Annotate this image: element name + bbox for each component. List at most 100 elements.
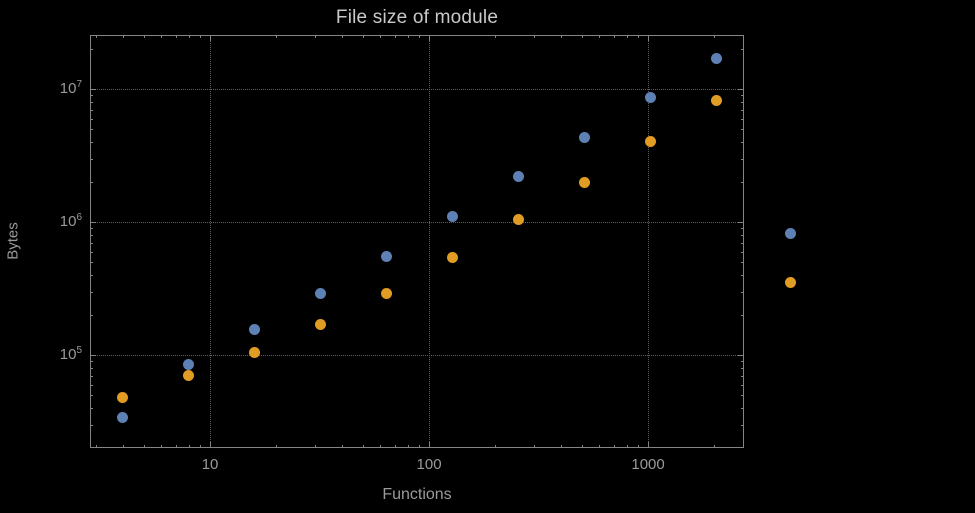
x-minor-tick: [188, 35, 190, 38]
x-minor-tick: [638, 445, 640, 448]
y-minor-tick: [90, 95, 93, 97]
y-tick-label: 107: [59, 79, 82, 98]
x-minor-tick: [395, 35, 397, 38]
y-minor-tick: [90, 228, 93, 230]
y-minor-tick: [741, 234, 744, 236]
data-point-series-2: [249, 346, 261, 358]
data-point-series-1: [784, 228, 796, 240]
x-minor-tick: [122, 445, 124, 448]
x-minor-tick: [560, 445, 562, 448]
y-minor-tick: [90, 129, 93, 131]
x-minor-tick: [494, 35, 496, 38]
x-minor-tick: [626, 35, 628, 38]
y-minor-tick: [741, 367, 744, 369]
data-point-series-1: [183, 358, 195, 370]
x-minor-tick: [582, 445, 584, 448]
data-point-series-2: [578, 176, 590, 188]
y-minor-tick: [741, 291, 744, 293]
y-gridline: [90, 222, 744, 224]
x-minor-tick: [713, 445, 715, 448]
data-point-series-2: [644, 136, 656, 148]
chart-title: File size of module: [335, 7, 499, 28]
y-minor-tick: [741, 141, 744, 143]
y-major-tick: [90, 89, 96, 91]
data-point-series-1: [710, 52, 722, 64]
x-minor-tick: [341, 445, 343, 448]
y-minor-tick: [90, 101, 93, 103]
x-gridline: [429, 35, 431, 448]
data-point-series-1: [249, 324, 261, 336]
y-tick-exponent: 6: [76, 212, 82, 224]
data-point-series-2: [447, 252, 459, 264]
y-minor-tick: [90, 274, 93, 276]
plot-frame: [90, 35, 744, 448]
x-minor-tick: [395, 445, 397, 448]
x-minor-tick: [341, 35, 343, 38]
x-minor-tick: [176, 445, 178, 448]
y-minor-tick: [90, 291, 93, 293]
y-minor-tick: [741, 251, 744, 253]
y-major-tick: [738, 222, 744, 224]
x-minor-tick: [407, 445, 409, 448]
x-minor-tick: [314, 445, 316, 448]
data-point-series-1: [117, 411, 129, 423]
y-minor-tick: [741, 158, 744, 160]
x-minor-tick: [713, 35, 715, 38]
x-minor-tick: [95, 35, 97, 38]
x-minor-tick: [599, 35, 601, 38]
y-tick-exponent: 5: [76, 345, 82, 357]
x-minor-tick: [275, 445, 277, 448]
x-major-tick: [429, 35, 431, 41]
y-tick-label: 105: [59, 345, 82, 364]
y-minor-tick: [90, 234, 93, 236]
x-minor-tick: [363, 35, 365, 38]
x-minor-tick: [95, 445, 97, 448]
y-tick-label: 106: [59, 212, 82, 231]
y-minor-tick: [90, 375, 93, 377]
y-minor-tick: [90, 118, 93, 120]
data-point-series-1: [315, 288, 327, 300]
y-minor-tick: [741, 375, 744, 377]
data-point-series-2: [784, 277, 796, 289]
x-minor-tick: [494, 445, 496, 448]
y-axis-label: Bytes: [4, 222, 22, 260]
x-minor-tick: [638, 35, 640, 38]
y-minor-tick: [90, 158, 93, 160]
y-minor-tick: [741, 49, 744, 51]
x-gridline: [210, 35, 212, 448]
y-major-tick: [738, 355, 744, 357]
x-major-tick: [648, 442, 650, 448]
y-minor-tick: [741, 262, 744, 264]
y-minor-tick: [90, 251, 93, 253]
y-minor-tick: [90, 361, 93, 363]
y-minor-tick: [90, 367, 93, 369]
y-minor-tick: [741, 274, 744, 276]
x-tick-label: 10: [201, 456, 219, 473]
x-minor-tick: [419, 445, 421, 448]
data-point-series-2: [183, 370, 195, 382]
y-minor-tick: [90, 109, 93, 111]
x-minor-tick: [626, 445, 628, 448]
y-minor-tick: [90, 141, 93, 143]
y-minor-tick: [90, 407, 93, 409]
y-minor-tick: [741, 384, 744, 386]
x-minor-tick: [380, 445, 382, 448]
x-minor-tick: [200, 445, 202, 448]
y-minor-tick: [90, 384, 93, 386]
x-minor-tick: [380, 35, 382, 38]
data-point-series-1: [512, 171, 524, 183]
data-point-series-2: [117, 391, 129, 403]
data-point-series-2: [710, 95, 722, 107]
x-minor-tick: [176, 35, 178, 38]
x-minor-tick: [200, 35, 202, 38]
x-tick-label: 1000: [631, 456, 665, 473]
y-major-tick: [90, 222, 96, 224]
x-minor-tick: [407, 35, 409, 38]
y-minor-tick: [90, 242, 93, 244]
x-minor-tick: [599, 445, 601, 448]
x-gridline: [648, 35, 650, 448]
x-tick-label: 100: [416, 456, 442, 473]
data-point-series-1: [447, 211, 459, 223]
y-minor-tick: [90, 49, 93, 51]
